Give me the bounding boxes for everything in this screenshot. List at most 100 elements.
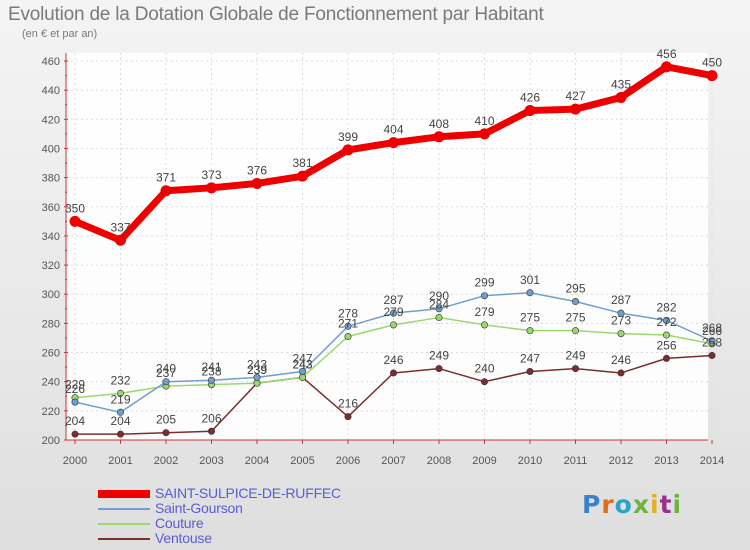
data-label: 427: [565, 89, 585, 103]
data-label: 408: [429, 117, 449, 131]
data-point: [617, 309, 625, 317]
y-tick-label: 260: [42, 348, 60, 360]
data-label: 246: [611, 353, 631, 367]
data-point: [344, 322, 352, 330]
data-label: 216: [338, 397, 358, 411]
y-tick-label: 240: [42, 377, 60, 389]
data-label: 290: [429, 289, 449, 303]
x-tick-label: 2012: [609, 455, 633, 467]
data-label: 249: [565, 349, 585, 363]
x-tick-label: 2006: [336, 455, 360, 467]
data-label: 206: [201, 411, 221, 425]
x-tick-label: 2007: [381, 455, 405, 467]
data-point: [342, 144, 354, 156]
data-point: [435, 365, 443, 373]
data-label: 278: [338, 306, 358, 320]
data-point: [571, 327, 579, 335]
data-point: [661, 61, 672, 73]
data-point: [253, 373, 261, 381]
y-tick-label: 400: [42, 143, 60, 155]
data-label: 399: [338, 130, 358, 144]
x-tick-label: 2009: [472, 455, 496, 467]
y-tick-label: 300: [42, 289, 60, 301]
data-point: [344, 413, 352, 421]
data-point: [617, 330, 625, 338]
data-point: [206, 182, 217, 194]
data-point: [162, 429, 170, 437]
data-label: 204: [65, 414, 85, 428]
legend-swatch: [98, 490, 150, 498]
data-label: 284: [429, 298, 449, 312]
y-tick-label: 200: [42, 435, 60, 447]
y-tick-label: 360: [42, 202, 60, 214]
legend: SAINT-SULPICE-DE-RUFFEC Saint-Gourson Co…: [98, 485, 398, 546]
logo-letter: t: [659, 490, 673, 519]
data-label: 350: [65, 201, 85, 215]
y-tick-label: 220: [42, 406, 60, 418]
x-tick-label: 2002: [154, 455, 178, 467]
data-point: [162, 378, 170, 386]
data-label: 205: [156, 413, 176, 427]
data-point: [480, 292, 488, 300]
data-label: 237: [156, 366, 176, 380]
data-point: [297, 170, 308, 182]
x-tick-label: 2004: [245, 455, 269, 467]
data-label: 435: [611, 77, 631, 91]
data-point: [433, 131, 445, 143]
chart-title: Evolution de la Dotation Globale de Fonc…: [8, 4, 544, 25]
data-label: 243: [292, 357, 312, 371]
y-tick-label: 320: [42, 260, 60, 272]
data-point: [389, 321, 397, 329]
logo-letter: o: [614, 490, 633, 519]
x-tick-label: 2000: [63, 455, 87, 467]
data-point: [389, 369, 397, 377]
y-tick-label: 380: [42, 173, 60, 185]
data-point: [662, 354, 670, 362]
data-point: [69, 215, 81, 227]
chart-subtitle: (en € et par an): [22, 28, 98, 40]
data-label: 272: [656, 315, 676, 329]
data-label: 240: [474, 362, 494, 376]
y-tick-label: 420: [42, 114, 60, 126]
data-label: 295: [565, 282, 585, 296]
data-point: [526, 289, 534, 297]
data-point: [708, 351, 716, 359]
data-label: 301: [520, 273, 540, 287]
legend-item[interactable]: Ventouse: [98, 530, 398, 546]
data-label: 337: [110, 220, 130, 234]
data-point: [253, 379, 261, 387]
legend-swatch: [98, 508, 150, 510]
legend-item[interactable]: Couture: [98, 515, 398, 531]
data-label: 426: [520, 91, 540, 105]
x-tick-label: 2008: [427, 455, 451, 467]
data-point: [388, 137, 399, 149]
data-point: [662, 316, 670, 324]
data-label: 247: [292, 351, 312, 365]
data-label: 275: [565, 311, 585, 325]
legend-label: Couture: [155, 515, 204, 531]
proxiti-logo[interactable]: Proxiti: [582, 490, 682, 519]
data-label: 226: [65, 382, 85, 396]
y-tick-label: 440: [42, 85, 60, 97]
data-label: 404: [383, 123, 403, 137]
data-label: 204: [110, 414, 130, 428]
data-point: [160, 185, 172, 197]
data-label: 239: [247, 363, 267, 377]
data-point: [115, 234, 126, 246]
data-point: [571, 298, 579, 306]
data-label: 239: [247, 363, 267, 377]
data-label: 287: [611, 293, 631, 307]
legend-swatch: [98, 538, 150, 540]
data-point: [298, 373, 306, 381]
data-point: [208, 427, 216, 435]
data-point: [117, 408, 125, 416]
legend-item[interactable]: SAINT-SULPICE-DE-RUFFEC: [98, 485, 398, 501]
legend-item[interactable]: Saint-Gourson: [98, 500, 398, 516]
data-point: [662, 331, 670, 339]
legend-swatch: [98, 523, 150, 525]
data-label: 381: [292, 156, 312, 170]
data-label: 232: [110, 373, 130, 387]
data-point: [117, 389, 125, 397]
data-point: [480, 321, 488, 329]
